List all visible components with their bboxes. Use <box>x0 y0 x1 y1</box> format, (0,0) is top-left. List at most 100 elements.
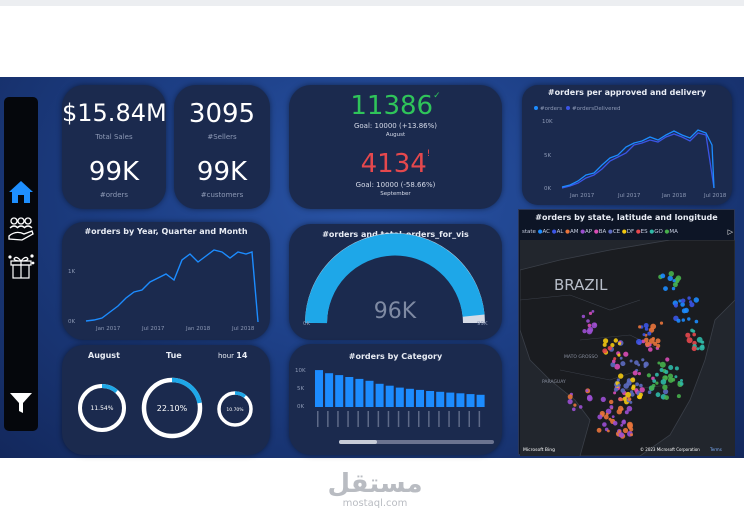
map-dot <box>630 377 636 383</box>
mostaql-watermark: مستقل mostaql.com <box>310 470 440 509</box>
map-dot <box>687 296 691 300</box>
map-dot <box>692 340 697 346</box>
legend-next-icon[interactable]: ▷ <box>727 228 733 236</box>
map-dot <box>650 323 657 330</box>
state-legend-label-es[interactable]: ES <box>640 229 648 235</box>
map-dot <box>701 340 705 344</box>
map-dot <box>629 359 633 363</box>
region-label-mato-grosso: MATO GROSSO <box>564 354 598 360</box>
check-icon: ✓ <box>433 91 441 101</box>
map-dot <box>613 338 618 343</box>
august-label: August <box>385 132 406 138</box>
approved-delivery-chart: #orders #ordersDelivered 10K 5K 0K Jan 2… <box>534 106 727 199</box>
orders-by-category-card[interactable]: #orders by Category 10K 5K 0K <box>289 344 502 455</box>
category-bar <box>436 391 445 407</box>
category-bar <box>355 378 364 407</box>
orders-by-category-title: #orders by Category <box>348 352 443 361</box>
category-tick <box>458 411 460 427</box>
map-dot <box>567 399 573 405</box>
map-dot <box>586 395 593 402</box>
map-dot <box>678 299 682 303</box>
kpi-card-sales[interactable]: $15.84M Total Sales 99K #orders <box>62 85 166 209</box>
state-legend-swatch-go: ● <box>647 229 655 235</box>
category-bar <box>476 394 485 407</box>
map-dot <box>629 400 633 404</box>
map-dot <box>638 325 642 329</box>
state-legend-label-ce[interactable]: CE <box>612 229 621 235</box>
approved-delivery-chart-title: #orders per approved and delivery <box>547 88 707 97</box>
map-dot <box>644 337 649 343</box>
map-dot <box>620 423 624 427</box>
gauge-max-label: 99K <box>477 321 488 327</box>
map-dot <box>638 392 643 397</box>
category-tick <box>367 411 369 427</box>
map-dot <box>630 433 633 437</box>
map-dot <box>602 342 607 347</box>
map-dot <box>680 298 686 304</box>
orders-count-label: #orders <box>99 191 129 199</box>
alert-icon: ! <box>426 149 431 159</box>
map-dot <box>637 372 641 376</box>
monthly-goal-card[interactable]: 11386✓ Goal: 10000 (+13.86%) August 4134… <box>289 85 502 209</box>
category-tick <box>387 411 390 427</box>
map-dot <box>627 423 633 429</box>
orders-by-category-chart: 10K 5K 0K <box>295 368 494 444</box>
approved-delivery-chart-card[interactable]: #orders per approved and delivery #order… <box>522 85 732 205</box>
map-dot <box>659 361 666 368</box>
filter-funnel-icon[interactable] <box>4 389 38 421</box>
map-dot <box>587 326 594 333</box>
total-sales-label: Total Sales <box>95 133 133 141</box>
customers-group-icon[interactable] <box>4 214 38 248</box>
kpi-card-sellers[interactable]: 3095 #Sellers 99K #customers <box>174 85 270 209</box>
map-dot <box>620 388 626 393</box>
state-legend-label-ap[interactable]: AP <box>585 229 593 235</box>
map-dot <box>627 397 632 401</box>
state-legend-label-al[interactable]: AL <box>556 229 564 235</box>
approved-ytick-10k: 10K <box>542 119 553 125</box>
hour-value: 14 <box>236 351 248 360</box>
map-dot <box>602 422 607 427</box>
gift-box-icon[interactable] <box>4 252 38 286</box>
map-dots <box>567 271 705 439</box>
map-dot <box>618 432 625 438</box>
map-dot <box>667 275 673 281</box>
state-legend-label-go[interactable]: GO <box>654 229 663 235</box>
map-dot <box>696 336 703 343</box>
map-dot <box>607 346 612 351</box>
state-legend-label-ba[interactable]: BA <box>598 229 607 235</box>
state-legend-label-ac[interactable]: AC <box>542 229 551 235</box>
map-dot <box>591 310 595 313</box>
legend-orders-label: #orders <box>540 106 562 112</box>
map-dot <box>699 345 705 351</box>
map-dot <box>611 415 615 418</box>
state-legend-label-am[interactable]: AM <box>569 229 579 235</box>
state-legend-swatch-ma: ● <box>662 229 670 235</box>
map-dot <box>572 407 576 412</box>
map-dot <box>662 384 668 390</box>
orders-series-line <box>561 129 715 189</box>
map-dot <box>639 387 645 393</box>
map-dot <box>676 394 681 399</box>
state-legend-label-df[interactable]: DF <box>626 229 635 235</box>
map-dot <box>607 429 610 433</box>
map-dot <box>646 373 651 378</box>
map-dot <box>655 372 659 377</box>
orders-gauge-card[interactable]: #orders and total_orders_for_vis 96K 0K … <box>289 224 502 340</box>
orders-by-year-chart-card[interactable]: #orders by Year, Quarter and Month 1K 0K… <box>62 222 270 340</box>
map-dot <box>610 362 616 368</box>
state-legend-label-ma[interactable]: MA <box>669 229 678 235</box>
map-dot <box>663 286 668 291</box>
home-icon[interactable] <box>4 179 38 209</box>
map-dot <box>694 319 699 324</box>
year-xtick-2: Jul 2017 <box>141 326 165 332</box>
category-bar <box>446 392 455 407</box>
state-legend-swatch-am: ● <box>563 229 570 235</box>
hour-donut-pct: 10.70% <box>226 407 244 413</box>
map-dot <box>690 328 694 333</box>
state-legend-swatch-ba: ● <box>592 229 599 235</box>
category-tick <box>468 411 470 427</box>
state-map-card[interactable]: #orders by state, latitude and longitude… <box>518 209 735 456</box>
time-breakdown-card[interactable]: August Tue hour 14 11.54% 22.10% 10.70% <box>62 345 270 455</box>
map-dot <box>605 412 609 416</box>
state-map-legend: state ●AC ●AL ●AM ●AP ●BA ●CE ●DF ●ES ●G… <box>522 228 733 239</box>
